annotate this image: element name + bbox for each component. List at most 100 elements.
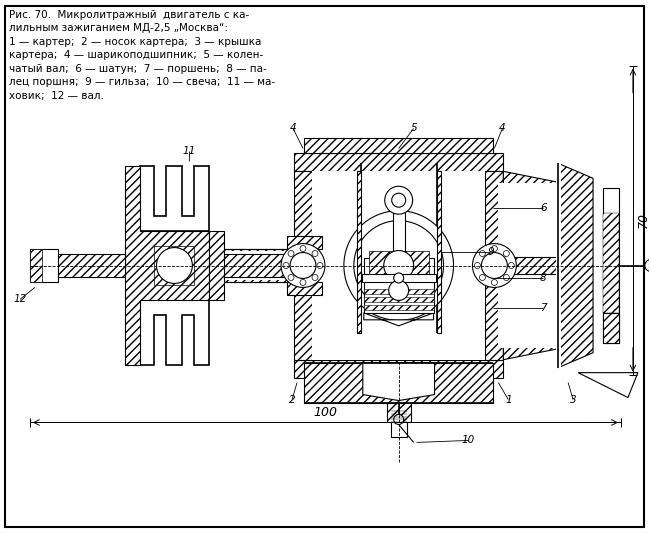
Bar bbox=[312, 171, 486, 360]
Polygon shape bbox=[309, 171, 359, 181]
Polygon shape bbox=[439, 223, 488, 233]
Text: Рис. 70.  Микролитражный  двигатель с ка-: Рис. 70. Микролитражный двигатель с ка- bbox=[9, 10, 249, 20]
Circle shape bbox=[288, 274, 294, 280]
Polygon shape bbox=[294, 171, 312, 360]
Polygon shape bbox=[309, 275, 359, 285]
Circle shape bbox=[283, 263, 289, 269]
Polygon shape bbox=[439, 275, 488, 285]
Circle shape bbox=[503, 274, 509, 280]
Circle shape bbox=[492, 279, 497, 286]
Polygon shape bbox=[304, 139, 493, 154]
Text: 12: 12 bbox=[13, 294, 27, 304]
Polygon shape bbox=[294, 154, 503, 171]
Polygon shape bbox=[439, 171, 488, 181]
Bar bbox=[556, 163, 561, 368]
Text: 2: 2 bbox=[289, 394, 296, 405]
Polygon shape bbox=[439, 249, 488, 259]
Text: 10: 10 bbox=[462, 435, 475, 446]
Bar bbox=[499, 183, 568, 348]
Bar bbox=[393, 208, 405, 278]
Polygon shape bbox=[486, 256, 563, 274]
Polygon shape bbox=[309, 223, 359, 233]
Circle shape bbox=[475, 263, 480, 269]
Polygon shape bbox=[364, 313, 434, 326]
Circle shape bbox=[312, 251, 318, 256]
Circle shape bbox=[300, 246, 306, 252]
Bar bbox=[222, 251, 314, 280]
Circle shape bbox=[354, 221, 443, 310]
Circle shape bbox=[394, 415, 404, 424]
Polygon shape bbox=[309, 184, 359, 194]
Text: 1: 1 bbox=[505, 394, 512, 405]
Polygon shape bbox=[294, 360, 503, 378]
Text: 100: 100 bbox=[313, 406, 337, 418]
Text: 11: 11 bbox=[183, 146, 196, 156]
Circle shape bbox=[482, 253, 507, 278]
Circle shape bbox=[473, 244, 516, 287]
Polygon shape bbox=[224, 248, 312, 282]
Polygon shape bbox=[364, 297, 434, 302]
Polygon shape bbox=[309, 210, 359, 220]
Polygon shape bbox=[309, 353, 359, 362]
Circle shape bbox=[392, 193, 406, 207]
Circle shape bbox=[508, 263, 514, 269]
Circle shape bbox=[344, 211, 454, 320]
Text: 1 — картер;  2 — носок картера;  3 — крышка: 1 — картер; 2 — носок картера; 3 — крышк… bbox=[9, 37, 261, 47]
Circle shape bbox=[389, 280, 409, 301]
Text: картера;  4 — шарикоподшипник;  5 — колен-: картера; 4 — шарикоподшипник; 5 — колен- bbox=[9, 50, 263, 60]
Bar bbox=[603, 188, 619, 343]
Polygon shape bbox=[124, 166, 210, 365]
Polygon shape bbox=[387, 402, 411, 423]
Circle shape bbox=[312, 274, 318, 280]
Polygon shape bbox=[357, 171, 361, 333]
Circle shape bbox=[394, 273, 404, 283]
Text: 3: 3 bbox=[570, 394, 576, 405]
Polygon shape bbox=[309, 262, 359, 272]
Text: 7: 7 bbox=[540, 303, 547, 313]
Text: 4: 4 bbox=[290, 124, 296, 133]
Polygon shape bbox=[503, 171, 563, 360]
Polygon shape bbox=[309, 288, 359, 298]
Circle shape bbox=[645, 260, 651, 271]
Polygon shape bbox=[139, 301, 210, 365]
Circle shape bbox=[492, 246, 497, 252]
Bar bbox=[391, 423, 407, 438]
Polygon shape bbox=[439, 340, 488, 350]
Polygon shape bbox=[309, 249, 359, 259]
Polygon shape bbox=[210, 231, 224, 301]
Polygon shape bbox=[437, 171, 441, 333]
Polygon shape bbox=[30, 248, 42, 282]
Polygon shape bbox=[439, 314, 488, 324]
Polygon shape bbox=[214, 254, 312, 278]
Polygon shape bbox=[139, 166, 210, 231]
Text: 8: 8 bbox=[540, 273, 547, 283]
Polygon shape bbox=[368, 251, 428, 280]
Circle shape bbox=[479, 274, 486, 280]
Polygon shape bbox=[309, 327, 359, 337]
Polygon shape bbox=[55, 254, 124, 278]
Polygon shape bbox=[439, 210, 488, 220]
Text: 70: 70 bbox=[637, 212, 650, 228]
Polygon shape bbox=[309, 314, 359, 324]
Polygon shape bbox=[439, 288, 488, 298]
Text: 9: 9 bbox=[487, 247, 493, 257]
Text: лильным зажиганием МД-2,5 „Москва“:: лильным зажиганием МД-2,5 „Москва“: bbox=[9, 23, 228, 34]
Circle shape bbox=[317, 263, 323, 269]
Polygon shape bbox=[154, 246, 195, 286]
Polygon shape bbox=[603, 213, 619, 313]
Text: 6: 6 bbox=[540, 203, 547, 213]
Circle shape bbox=[383, 251, 413, 280]
Polygon shape bbox=[287, 282, 322, 295]
Bar bbox=[364, 258, 434, 313]
Polygon shape bbox=[364, 289, 434, 294]
Polygon shape bbox=[603, 313, 619, 343]
Polygon shape bbox=[439, 236, 488, 246]
Polygon shape bbox=[309, 301, 359, 311]
Circle shape bbox=[385, 186, 413, 214]
Text: 5: 5 bbox=[410, 124, 417, 133]
Text: ховик;  12 — вал.: ховик; 12 — вал. bbox=[9, 91, 104, 101]
Polygon shape bbox=[439, 301, 488, 311]
Polygon shape bbox=[439, 184, 488, 194]
Circle shape bbox=[503, 251, 509, 256]
Polygon shape bbox=[309, 197, 359, 207]
